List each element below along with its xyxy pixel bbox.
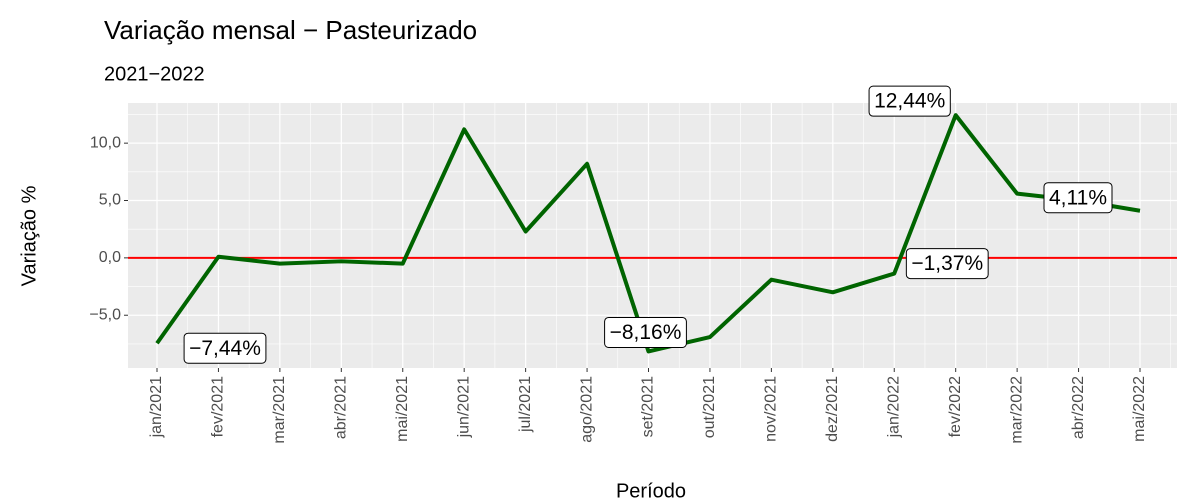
data-label: 4,11% xyxy=(1043,182,1113,214)
data-label-text: 12,44% xyxy=(874,90,945,113)
x-tick-label: fev/2021 xyxy=(210,376,227,437)
x-tick-label: jan/2021 xyxy=(148,376,165,438)
x-tick-label: ago/2021 xyxy=(578,376,595,443)
data-label-box xyxy=(905,248,989,280)
data-label-text: 4,11% xyxy=(1049,186,1107,209)
data-label: −8,16% xyxy=(604,316,687,348)
data-label-box xyxy=(604,316,687,348)
x-tick-label: jul/2021 xyxy=(517,376,534,433)
x-tick-label: abr/2021 xyxy=(333,376,350,439)
data-label: −7,44% xyxy=(183,332,267,364)
x-tick-label: mar/2021 xyxy=(271,376,288,444)
x-tick-label: mai/2022 xyxy=(1131,376,1148,442)
chart-title: Variação mensal − Pasteurizado xyxy=(104,15,477,45)
x-tick-label: fev/2022 xyxy=(947,376,964,437)
chart-subtitle: 2021−2022 xyxy=(104,63,205,85)
data-label: −1,37% xyxy=(905,248,989,280)
data-label-box xyxy=(183,332,267,364)
y-tick-label: 10,0 xyxy=(90,134,121,151)
data-label-text: −8,16% xyxy=(610,321,682,344)
x-axis-title: Período xyxy=(616,480,686,502)
x-tick-label: mar/2022 xyxy=(1008,376,1025,444)
x-tick-label: set/2021 xyxy=(640,376,657,437)
data-label-box xyxy=(1043,182,1113,214)
data-label-box xyxy=(868,85,951,117)
data-label: 12,44% xyxy=(868,85,951,117)
data-label-text: −1,37% xyxy=(911,252,983,275)
x-tick-label: abr/2022 xyxy=(1070,376,1087,439)
x-tick-label: jun/2021 xyxy=(455,376,472,438)
x-tick-label: out/2021 xyxy=(701,376,718,438)
x-tick-label: jan/2022 xyxy=(885,376,902,438)
x-tick-label: dez/2021 xyxy=(824,376,841,442)
data-label-text: −7,44% xyxy=(189,337,261,360)
y-axis-title: Variação % xyxy=(18,185,40,286)
line xyxy=(155,113,1141,354)
x-tick-label: nov/2021 xyxy=(763,376,780,442)
y-tick-label: 5,0 xyxy=(99,192,121,209)
y-tick-label: −5,0 xyxy=(89,306,121,323)
x-tick-label: mai/2021 xyxy=(394,376,411,442)
y-tick-label: 0,0 xyxy=(99,249,121,266)
